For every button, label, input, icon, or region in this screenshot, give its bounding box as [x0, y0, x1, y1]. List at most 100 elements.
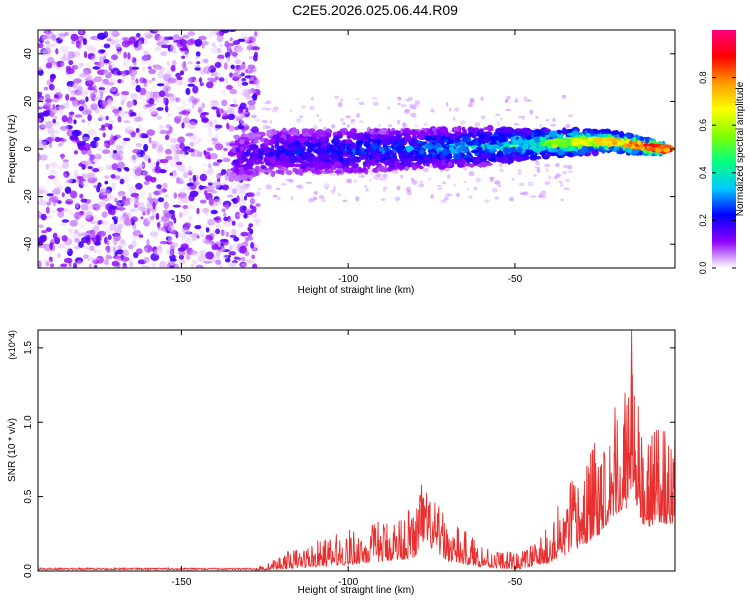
spectrogram-cell — [400, 174, 403, 179]
spectrogram-cell — [480, 114, 486, 120]
spectrogram-cell — [521, 130, 529, 137]
spectrogram-cell — [491, 145, 500, 149]
spectrogram-cell — [495, 127, 504, 134]
spectrogram-cell — [190, 134, 198, 140]
spectrogram-cell — [549, 131, 557, 138]
spectrogram-cell — [506, 95, 511, 100]
spectrogram-cell — [524, 143, 529, 150]
spectrogram-cell — [182, 99, 186, 107]
spectrogram-cell — [135, 142, 142, 148]
spectrogram-cell — [103, 59, 110, 64]
spectrogram-cell — [517, 171, 522, 175]
spectrogram-cell — [355, 144, 360, 152]
spectrogram-cell — [228, 244, 233, 252]
spectrogram-cell — [118, 193, 124, 198]
spectrogram-cell — [237, 80, 243, 88]
spectrogram-cell — [271, 144, 275, 152]
spectrogram-cell — [177, 97, 181, 104]
spectrogram-cell — [265, 125, 271, 129]
spectrogram-cell — [249, 156, 258, 163]
spectrogram-cell — [244, 195, 247, 201]
spectrogram-cell — [436, 146, 440, 153]
spectrogram-cell — [188, 215, 194, 222]
spectrogram-cell — [247, 100, 256, 106]
spectrogram-cell — [180, 187, 186, 196]
colorbar-tick-label: 0.4 — [698, 167, 708, 180]
spectrogram-cell — [189, 190, 199, 197]
spectrogram-cell — [74, 169, 78, 176]
spectrogram-cell — [150, 176, 157, 183]
spectrogram-x-label: Height of straight line (km) — [298, 285, 415, 296]
spectrogram-cell — [248, 104, 256, 111]
spectrogram-cell — [209, 64, 215, 70]
spectrogram-cell — [93, 249, 98, 253]
spectrogram-cell — [148, 80, 153, 84]
spectrogram-cell — [45, 121, 53, 129]
spectrogram-cell — [523, 139, 531, 144]
spectrogram-cell — [121, 91, 130, 96]
spectrogram-cell — [38, 200, 47, 206]
spectrogram-cell — [85, 96, 89, 102]
spectrogram-cell — [415, 146, 421, 151]
spectrogram-cell — [113, 238, 118, 245]
spectrogram-cell — [164, 194, 169, 198]
spectrogram-cell — [82, 38, 87, 46]
spectrogram-cell — [326, 149, 332, 153]
spectrogram-cell — [185, 87, 191, 96]
colorbar-gradient — [712, 30, 736, 268]
spectrogram-cell — [317, 155, 324, 162]
spectrogram-cell — [358, 149, 363, 155]
spectrogram-cell — [245, 107, 249, 113]
spectrogram-cell — [457, 163, 464, 168]
spectrogram-cell — [208, 198, 214, 206]
spectrogram-cell — [192, 139, 201, 145]
spectrogram-cell — [361, 175, 366, 178]
spectrogram-cell — [318, 118, 322, 123]
spectrogram-cell — [202, 207, 210, 214]
spectrogram-cell — [527, 150, 535, 155]
snr-y-label: SNR (10 * v/v) — [7, 418, 18, 482]
spectrogram-cell — [38, 67, 43, 72]
spectrogram-cell — [279, 153, 287, 160]
spectrogram-cell — [78, 105, 85, 112]
spectrogram-cell — [57, 210, 65, 218]
spectrogram-cell — [229, 187, 233, 195]
spectrogram-cell — [249, 204, 254, 210]
spectrogram-cell — [469, 163, 475, 168]
spectrogram-cell — [380, 177, 387, 182]
spectrogram-cell — [171, 170, 177, 177]
spectrogram-cell — [93, 136, 100, 142]
spectrogram-cell — [529, 109, 534, 115]
spectrogram-cell — [232, 40, 241, 45]
spectrogram-cell — [162, 182, 168, 189]
spectrogram-cell — [497, 159, 503, 163]
spectrogram-cell — [99, 80, 106, 89]
spectrogram-cell — [211, 42, 217, 47]
spectrogram-cell — [180, 243, 189, 250]
spectrogram-cell — [79, 73, 87, 78]
spectrogram-cell — [215, 249, 221, 257]
spectrogram-cell — [311, 169, 315, 173]
spectrogram-cell — [170, 138, 178, 144]
spectrogram-cell — [297, 184, 304, 190]
spectrogram-cell — [159, 124, 165, 129]
spectrogram-cell — [443, 197, 449, 201]
spectrogram-cell — [467, 131, 474, 138]
spectrogram-cell — [147, 91, 155, 96]
spectrogram-cell — [182, 200, 187, 204]
spectrogram-cell — [208, 182, 213, 186]
spectrogram-cell — [179, 142, 185, 150]
spectrogram-cell — [145, 54, 152, 59]
spectrogram-cell — [81, 119, 86, 123]
spectrogram-cell — [453, 127, 459, 132]
spectrogram-cell — [131, 240, 137, 248]
spectrogram-cell — [290, 196, 294, 201]
spectrogram-cell — [130, 66, 140, 70]
spectrogram-cell — [65, 179, 73, 184]
spectrogram-cell — [355, 97, 360, 100]
spectrogram-cell — [236, 151, 242, 159]
spectrogram-cell — [226, 56, 231, 62]
spectrogram-cell — [238, 74, 242, 79]
spectrogram-cell — [540, 190, 547, 195]
spectrogram-cell — [264, 169, 273, 173]
